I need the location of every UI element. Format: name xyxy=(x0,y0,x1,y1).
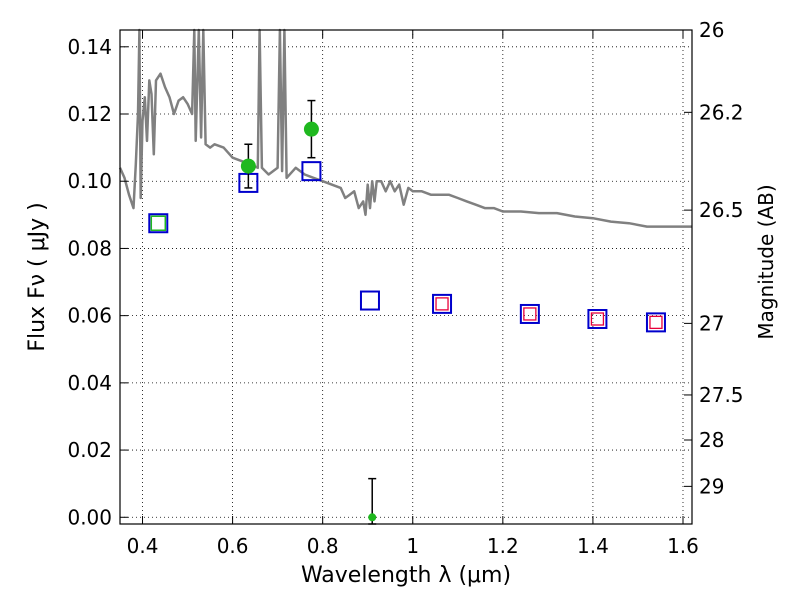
x-tick-label: 1.6 xyxy=(667,534,699,558)
filter-box-inner xyxy=(523,307,537,321)
observed-flux-point xyxy=(240,158,256,174)
filter-box-inner xyxy=(435,297,449,311)
model-flux-box xyxy=(432,293,453,314)
x-tick-label: 1.2 xyxy=(487,534,519,558)
y-tick-label: 0.10 xyxy=(67,169,112,193)
model-flux-box xyxy=(148,213,169,234)
x-tick-label: 0.6 xyxy=(217,534,249,558)
mag-tick-label: 29 xyxy=(699,474,724,498)
mag-tick-label: 26.5 xyxy=(699,198,744,222)
x-tick-label: 0.4 xyxy=(127,534,159,558)
x-axis-label: Wavelength λ (μm) xyxy=(301,563,511,588)
mag-tick-label: 26 xyxy=(699,18,724,42)
mag-tick-label: 27.5 xyxy=(699,383,744,407)
x-tick-label: 1.4 xyxy=(577,534,609,558)
axes: 0.4 0.6 0.8 1 1.2 1.4 1.6 0.00 0.02 0.04 0.06 0.08 0… xyxy=(67,18,743,558)
observed-flux-point xyxy=(368,513,377,522)
plot-area xyxy=(118,28,692,525)
x-tick-label: 1 xyxy=(406,534,419,558)
x-tick-label: 0.8 xyxy=(307,534,339,558)
axes-frame xyxy=(119,29,693,525)
model-flux-box xyxy=(359,290,380,311)
mag-tick-label: 28 xyxy=(699,428,724,452)
model-flux-box xyxy=(645,312,666,333)
y-tick-label: 0.04 xyxy=(67,371,112,395)
model-spectrum-line xyxy=(118,28,692,228)
mag-tick-label: 26.2 xyxy=(699,100,744,124)
y2-axis-label: Magnitude (AB) xyxy=(754,184,778,339)
y-tick-label: 0.00 xyxy=(67,505,112,529)
y-axis-label: Flux Fν ( μJy ) xyxy=(25,202,50,351)
model-flux-box xyxy=(587,309,608,330)
grid xyxy=(120,30,692,524)
y-tick-label: 0.14 xyxy=(67,35,112,59)
y-tick-label: 0.06 xyxy=(67,304,112,328)
filter-box-inner xyxy=(590,312,605,326)
model-flux-box xyxy=(519,303,540,324)
mag-tick-label: 27 xyxy=(699,311,724,335)
y-tick-label: 0.02 xyxy=(67,438,112,462)
filter-box-inner xyxy=(649,315,663,330)
y-tick-label: 0.12 xyxy=(67,102,112,126)
y-tick-label: 0.08 xyxy=(67,236,112,260)
model-flux-box xyxy=(301,161,322,182)
filter-box-inner xyxy=(150,215,167,231)
observed-flux-point xyxy=(303,121,319,137)
